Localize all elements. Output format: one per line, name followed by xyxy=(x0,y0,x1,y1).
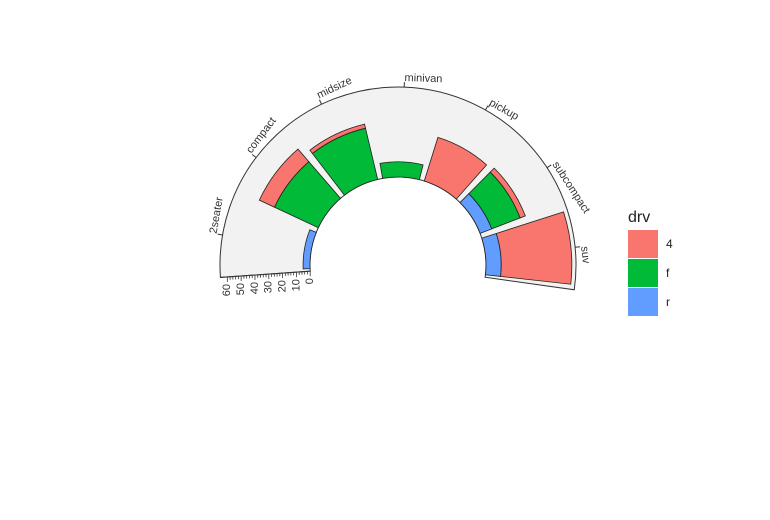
legend: drv 4 f r xyxy=(628,209,673,316)
bar-minivan-f xyxy=(380,162,423,180)
category-label-minivan: minivan xyxy=(404,72,442,85)
legend-label-r: r xyxy=(666,295,670,309)
legend-label-4: 4 xyxy=(666,237,673,251)
legend-key-r xyxy=(628,288,658,316)
legend-title: drv xyxy=(628,209,650,226)
legend-key-f xyxy=(628,259,658,287)
radial-tick-label: 20 xyxy=(276,280,288,292)
radial-tick-label: 10 xyxy=(290,279,302,291)
radial-tick-label: 0 xyxy=(304,278,316,284)
radial-tick-label: 40 xyxy=(249,282,261,294)
category-label-2seater: 2seater xyxy=(208,196,226,235)
radial-tick-label: 50 xyxy=(235,283,247,295)
legend-key-4 xyxy=(628,230,658,258)
radial-tick-label: 30 xyxy=(263,281,275,293)
radial-tick-label: 60 xyxy=(221,284,233,296)
category-label-suv: suv xyxy=(578,246,592,265)
legend-label-f: f xyxy=(666,266,670,280)
